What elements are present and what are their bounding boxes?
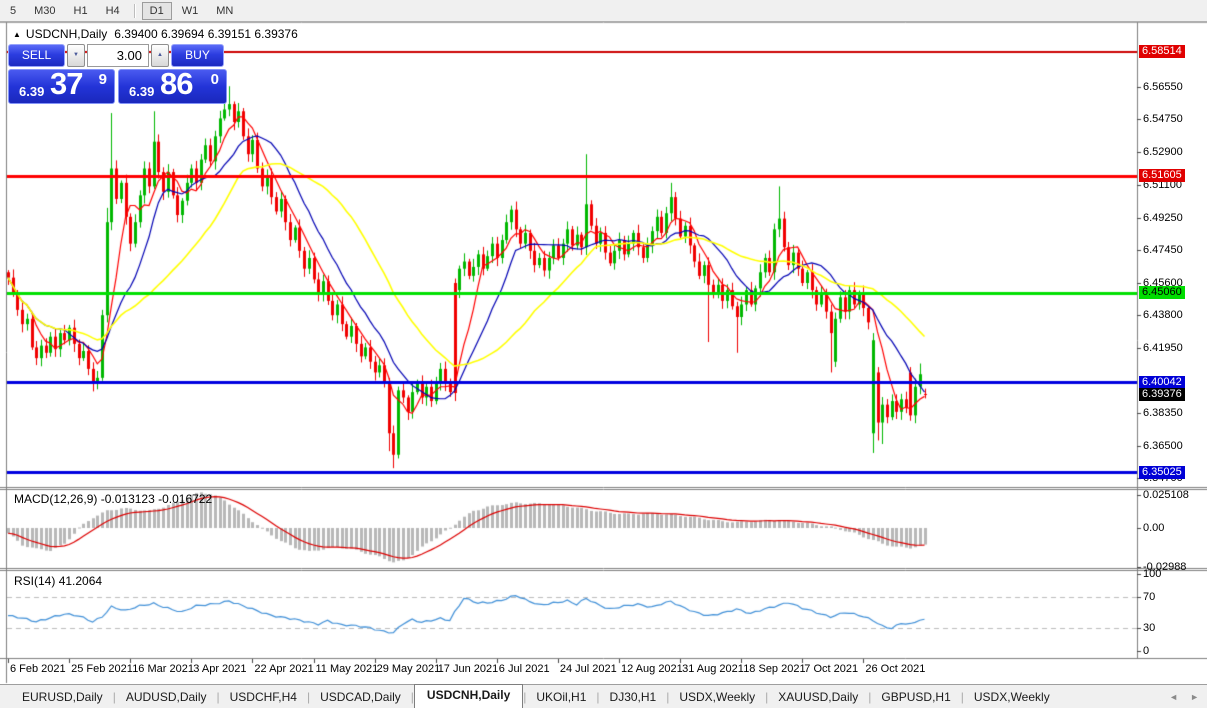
timeframe-button-m30[interactable]: M30 [34, 4, 56, 17]
chart-symbol-period: USDCNH,Daily [25, 27, 108, 41]
spin-up-icon: ▲ [157, 52, 163, 58]
tab-scroll-arrows: ◄ ► [1169, 692, 1199, 702]
tab-separator: | [410, 689, 414, 704]
sell-price-box[interactable]: 6.39 37 9 [8, 66, 115, 104]
chart-title: ▲ USDCNH,Daily 6.39400 6.39694 6.39151 6.3… [13, 27, 298, 41]
chart-collapse-icon: ▲ [13, 30, 21, 39]
spin-down-icon: ▼ [73, 52, 79, 58]
tab-xauusd-daily[interactable]: XAUUSD,Daily [778, 689, 859, 704]
tab-scroll-left-icon[interactable]: ◄ [1169, 691, 1179, 702]
one-click-trading-panel: SELL ▼ ▲ BUY 6.39 37 9 6.39 86 0 [8, 44, 227, 104]
tab-separator: | [868, 689, 872, 704]
buy-price-big: 86 [160, 66, 193, 101]
chart-canvas[interactable] [0, 0, 1207, 684]
sell-button[interactable]: SELL [8, 44, 65, 67]
tab-separator: | [666, 689, 670, 704]
tab-ukoil-h1[interactable]: UKOil,H1 [536, 689, 587, 704]
tab-gbpusd-h1[interactable]: GBPUSD,H1 [881, 689, 951, 704]
tab-usdx-weekly[interactable]: USDX,Weekly [973, 689, 1050, 704]
tab-usdcnh-daily[interactable]: USDCNH,Daily [413, 683, 524, 708]
macd-label: MACD(12,26,9) -0.013123 -0.016722 [14, 492, 213, 506]
tab-usdchf-h4[interactable]: USDCHF,H4 [229, 689, 297, 704]
tab-usdcad-daily[interactable]: USDCAD,Daily [320, 689, 401, 704]
chart-ohlc-values: 6.39400 6.39694 6.39151 6.39376 [114, 27, 298, 41]
buy-price-box[interactable]: 6.39 86 0 [118, 66, 227, 104]
timeframe-button-mn[interactable]: MN [216, 4, 234, 17]
tab-separator: | [960, 689, 964, 704]
toolbar-separator [133, 3, 136, 18]
rsi-label: RSI(14) 41.2064 [14, 574, 103, 588]
buy-price-pip: 0 [210, 71, 219, 88]
volume-decrease-button[interactable]: ▼ [67, 44, 85, 67]
sell-price-big: 37 [50, 66, 83, 101]
timeframe-toolbar: 5 M30 H1 H4 D1 W1 MN [0, 0, 1207, 22]
volume-input[interactable] [87, 44, 149, 67]
timeframe-button-d1[interactable]: D1 [141, 1, 172, 20]
tab-scroll-right-icon[interactable]: ► [1190, 691, 1199, 702]
tab-separator: | [112, 689, 116, 704]
timeframe-button-5[interactable]: 5 [10, 4, 17, 17]
tab-separator: | [523, 689, 527, 704]
sell-price-prefix: 6.39 [19, 84, 45, 99]
tab-separator: | [596, 689, 600, 704]
timeframe-button-h4[interactable]: H4 [105, 4, 120, 17]
buy-button[interactable]: BUY [171, 44, 224, 67]
symbol-tabbar: EURUSD,Daily | AUDUSD,Daily | USDCHF,H4 | USDC… [0, 683, 1207, 708]
tab-separator: | [306, 689, 311, 704]
tab-separator: | [765, 689, 769, 704]
tab-eurusd-daily[interactable]: EURUSD,Daily [22, 689, 103, 704]
tab-usdx-weekly[interactable]: USDX,Weekly [679, 689, 756, 704]
buy-price-prefix: 6.39 [129, 84, 155, 99]
volume-increase-button[interactable]: ▲ [151, 44, 169, 67]
tab-dj30-h1[interactable]: DJ30,H1 [609, 689, 657, 704]
tab-separator: | [216, 689, 220, 704]
sell-price-pip: 9 [98, 71, 107, 88]
tab-audusd-daily[interactable]: AUDUSD,Daily [125, 689, 207, 704]
timeframe-button-w1[interactable]: W1 [181, 4, 199, 17]
timeframe-button-h1[interactable]: H1 [73, 4, 88, 17]
